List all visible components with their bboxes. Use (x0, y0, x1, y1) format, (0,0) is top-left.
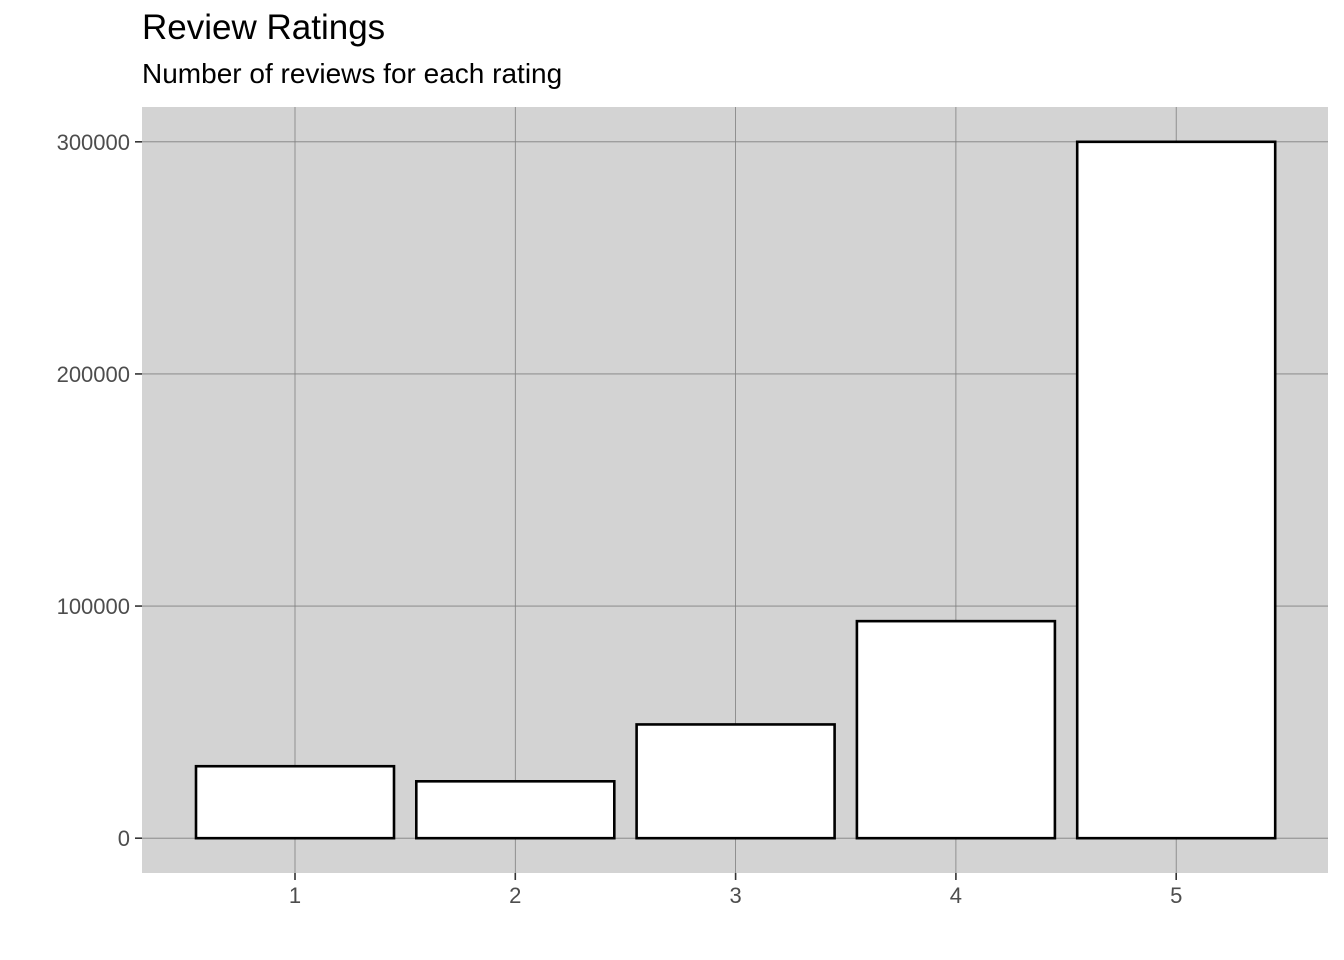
bar-rating-4 (855, 619, 1057, 840)
y-tick-label: 100000 (57, 594, 130, 619)
x-tick-label: 4 (950, 883, 962, 908)
axes: 0 100000 200000 300000 1 2 3 4 5 (57, 130, 1183, 908)
y-tick-label: 0 (118, 826, 130, 851)
bar-rating-1 (194, 764, 396, 840)
y-tick-label: 200000 (57, 362, 130, 387)
chart-subtitle: Number of reviews for each rating (142, 58, 563, 89)
x-tick-label: 1 (289, 883, 301, 908)
bar-rating-3 (635, 723, 836, 840)
bar-rating-5 (1075, 140, 1277, 840)
y-tick-label: 300000 (57, 130, 130, 155)
chart-title: Review Ratings (142, 8, 386, 47)
bar-rating-2 (414, 780, 616, 840)
x-tick-label: 2 (509, 883, 521, 908)
x-tick-label: 5 (1170, 883, 1182, 908)
bars (194, 140, 1277, 840)
x-tick-label: 3 (729, 883, 741, 908)
